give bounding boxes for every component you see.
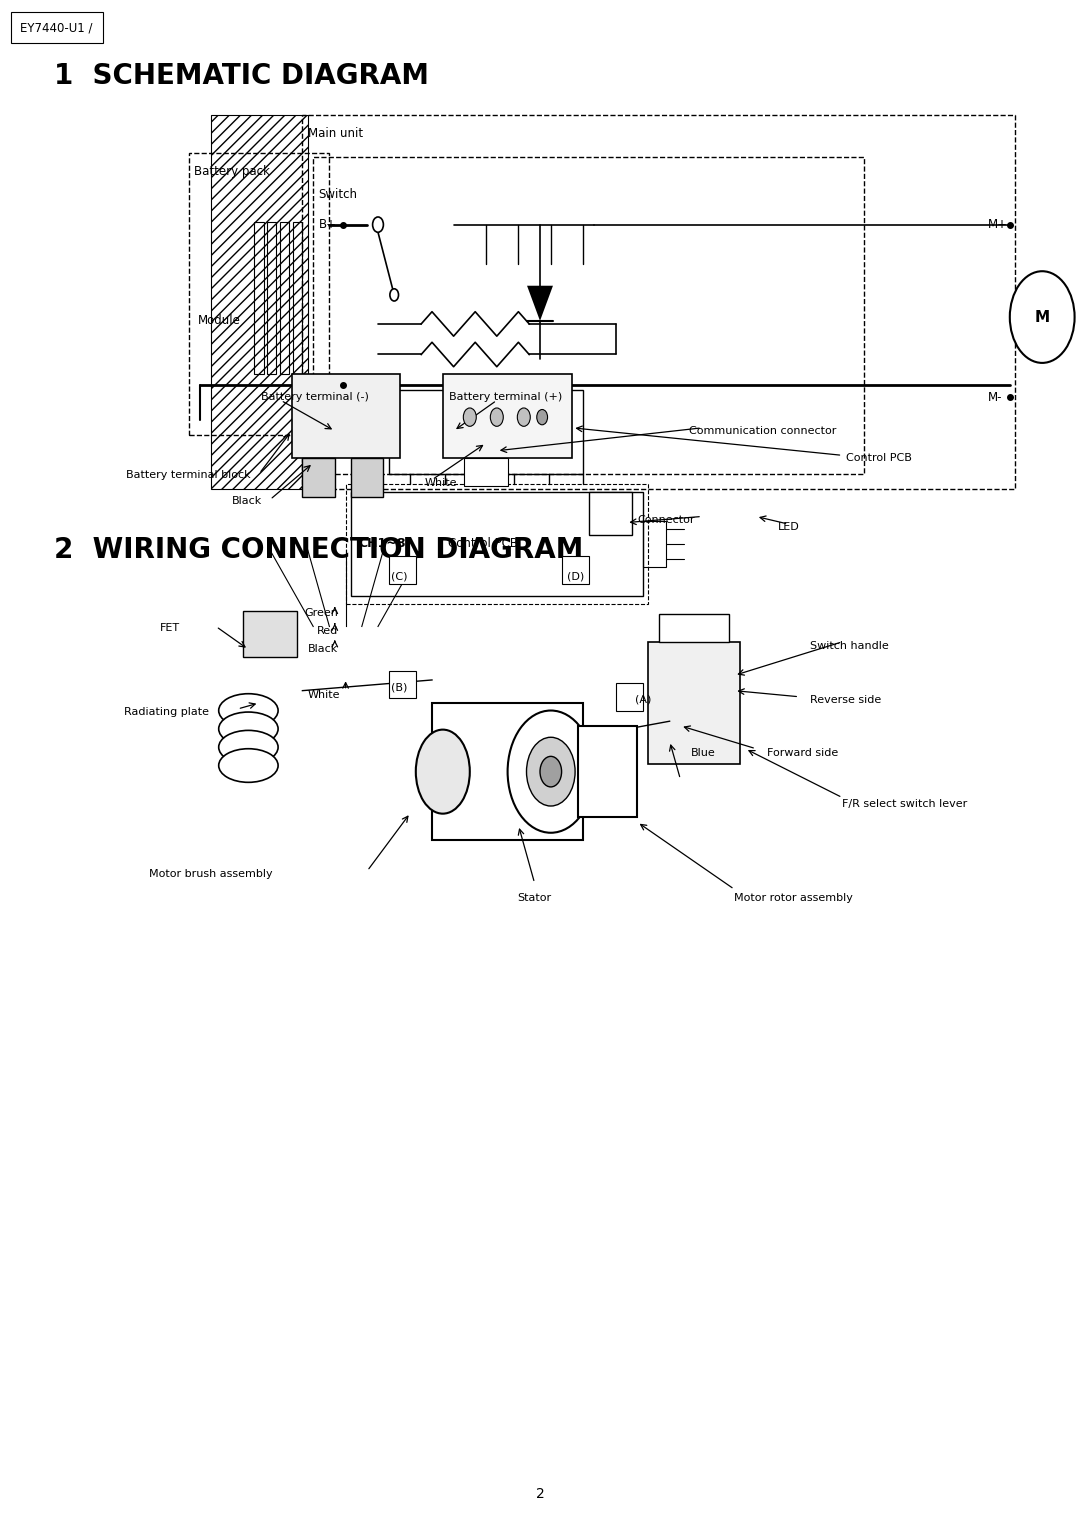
Text: FET: FET	[160, 623, 180, 633]
Text: M: M	[1035, 310, 1050, 324]
Bar	[389, 556, 416, 584]
Text: Connector: Connector	[637, 515, 694, 524]
Bar	[11, 12, 103, 43]
Text: 2  WIRING CONNECTION DIAGRAM: 2 WIRING CONNECTION DIAGRAM	[54, 536, 583, 564]
Text: (C): (C)	[391, 571, 407, 581]
Text: Module: Module	[198, 315, 241, 327]
Bar	[351, 458, 383, 497]
Polygon shape	[527, 286, 553, 321]
Bar	[313, 157, 864, 474]
Bar	[562, 556, 589, 584]
Text: White: White	[308, 691, 340, 700]
Text: (B): (B)	[391, 683, 407, 692]
Bar	[243, 611, 297, 657]
Text: Battery pack: Battery pack	[194, 165, 270, 179]
Bar	[648, 642, 740, 764]
Text: Red: Red	[316, 626, 338, 636]
Bar	[302, 458, 335, 497]
Bar	[659, 614, 729, 642]
Bar	[432, 703, 583, 840]
Bar	[302, 115, 1015, 489]
Text: Reverse side: Reverse side	[810, 695, 881, 704]
Text: Main unit: Main unit	[308, 127, 363, 141]
Text: Forward side: Forward side	[767, 749, 838, 758]
Text: (A): (A)	[635, 695, 651, 704]
Ellipse shape	[463, 408, 476, 426]
Text: Battery terminal block: Battery terminal block	[126, 471, 251, 480]
Text: Control PCB: Control PCB	[846, 454, 912, 463]
Circle shape	[390, 289, 399, 301]
Text: 2: 2	[536, 1487, 544, 1502]
Ellipse shape	[218, 749, 279, 782]
Ellipse shape	[218, 730, 279, 764]
Text: Battery terminal (+): Battery terminal (+)	[449, 393, 562, 402]
Bar	[189, 153, 329, 435]
Text: Battery terminal (-): Battery terminal (-)	[261, 393, 369, 402]
Ellipse shape	[416, 730, 470, 813]
Bar	[589, 492, 632, 535]
Ellipse shape	[508, 711, 594, 833]
Bar	[351, 492, 643, 596]
Text: Switch: Switch	[319, 188, 357, 202]
Bar	[616, 683, 643, 711]
Text: B+: B+	[319, 219, 337, 231]
Circle shape	[373, 217, 383, 232]
Text: Switch handle: Switch handle	[810, 642, 889, 651]
Text: Control PCB: Control PCB	[448, 538, 518, 550]
Bar	[267, 222, 276, 374]
Text: Communication connector: Communication connector	[689, 426, 836, 435]
Bar	[211, 115, 308, 489]
Bar	[643, 521, 666, 567]
Text: LED: LED	[778, 523, 799, 532]
Text: M+: M+	[988, 219, 1009, 231]
Bar	[254, 222, 264, 374]
Text: Motor brush assembly: Motor brush assembly	[149, 869, 272, 879]
Bar	[389, 390, 583, 474]
Text: Black: Black	[308, 645, 338, 654]
Text: Green: Green	[305, 608, 338, 617]
Text: CH1~8: CH1~8	[359, 538, 406, 550]
Text: M-: M-	[988, 391, 1002, 403]
Text: (D): (D)	[567, 571, 584, 581]
Ellipse shape	[517, 408, 530, 426]
Bar	[578, 726, 637, 817]
Bar	[293, 222, 302, 374]
Text: 1  SCHEMATIC DIAGRAM: 1 SCHEMATIC DIAGRAM	[54, 63, 429, 90]
Text: EY7440-U1 /: EY7440-U1 /	[19, 21, 93, 34]
Bar	[346, 484, 648, 604]
Text: Black: Black	[232, 497, 262, 506]
Bar	[443, 374, 572, 458]
Ellipse shape	[490, 408, 503, 426]
Circle shape	[1010, 272, 1075, 364]
Ellipse shape	[218, 712, 279, 746]
Text: B-: B-	[319, 379, 332, 391]
Bar	[292, 374, 400, 458]
Text: White: White	[424, 478, 457, 487]
Ellipse shape	[527, 738, 575, 807]
Bar	[280, 222, 289, 374]
Text: F/R select switch lever: F/R select switch lever	[842, 799, 968, 808]
Bar	[389, 671, 416, 698]
Bar	[464, 458, 508, 486]
Text: Stator: Stator	[517, 894, 552, 903]
Text: Motor rotor assembly: Motor rotor assembly	[734, 894, 853, 903]
Text: Radiating plate: Radiating plate	[124, 707, 210, 717]
Text: Blue: Blue	[691, 749, 716, 758]
Ellipse shape	[218, 694, 279, 727]
Ellipse shape	[540, 756, 562, 787]
Ellipse shape	[537, 410, 548, 425]
